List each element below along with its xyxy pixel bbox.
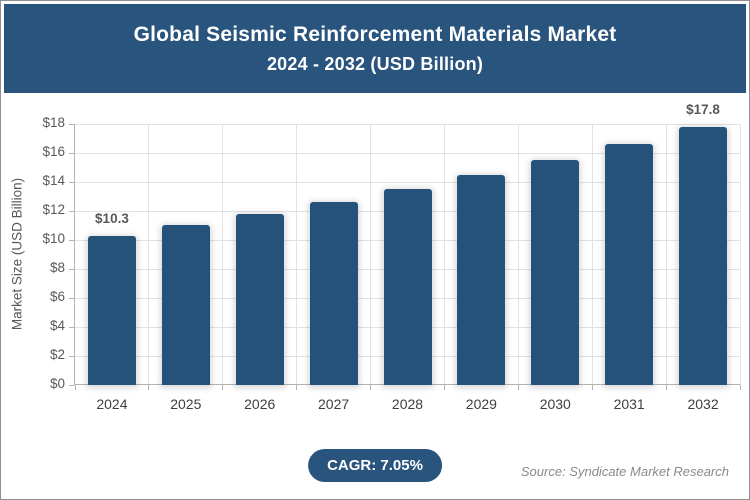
x-tick-label: 2030: [539, 396, 571, 412]
y-tick-label: $4: [49, 318, 65, 333]
gridline-vertical: [517, 124, 519, 385]
x-tick-mark: [296, 385, 298, 390]
chart-title-line1: Global Seismic Reinforcement Materials M…: [133, 22, 617, 46]
y-tick-label: $2: [49, 347, 65, 362]
x-tick-mark: [517, 385, 519, 390]
gridline-vertical: [222, 124, 224, 385]
bar: [531, 160, 580, 385]
y-tick-label: $6: [49, 289, 65, 304]
y-tick-mark: [69, 123, 74, 125]
gridline-vertical: [443, 124, 445, 385]
x-tick-label: 2032: [687, 396, 719, 412]
bar: [87, 236, 136, 385]
x-tick-mark: [74, 385, 76, 390]
y-tick-mark: [69, 384, 74, 386]
x-tick-label: 2026: [244, 396, 276, 412]
y-tick-label: $12: [42, 202, 65, 217]
y-tick-label: $8: [49, 260, 65, 275]
bar: [161, 225, 210, 385]
gridline-horizontal: [75, 152, 740, 154]
x-tick-mark: [591, 385, 593, 390]
y-tick-mark: [69, 210, 74, 212]
x-tick-label: 2027: [318, 396, 350, 412]
x-tick-mark: [370, 385, 372, 390]
bar: [309, 202, 358, 385]
gridline-vertical: [739, 124, 741, 385]
x-tick-mark: [443, 385, 445, 390]
gridline-vertical: [296, 124, 298, 385]
source-text: Source: Syndicate Market Research: [520, 464, 729, 479]
y-tick-mark: [69, 326, 74, 328]
y-axis-title: Market Size (USD Billion): [9, 177, 25, 331]
cagr-badge: CAGR: 7.05%: [308, 449, 442, 482]
y-tick-mark: [69, 355, 74, 357]
x-tick-mark: [739, 385, 741, 390]
y-tick-label: $0: [49, 376, 65, 391]
header-banner: Global Seismic Reinforcement Materials M…: [4, 4, 746, 93]
x-tick-label: 2028: [391, 396, 424, 412]
x-tick-mark: [148, 385, 150, 390]
y-tick-mark: [69, 268, 74, 270]
x-tick-label: 2031: [613, 396, 645, 412]
y-tick-label: $10: [42, 231, 65, 246]
y-tick-mark: [69, 181, 74, 183]
gridline-vertical: [148, 124, 150, 385]
x-tick-label: 2029: [465, 396, 497, 412]
bar: [235, 214, 284, 385]
bar-data-label: $17.8: [686, 102, 720, 117]
gridline-horizontal: [75, 123, 740, 125]
plot-area: $0 $2 $4 $6 $8 $10 $12 $14 $16 $18 2024 $10.3 2025 20…: [42, 102, 741, 412]
y-tick-label: $14: [42, 173, 65, 188]
bar: [605, 144, 654, 385]
chart-title-line2: 2024 - 2032 (USD Billion): [266, 53, 484, 74]
y-tick-label: $16: [42, 144, 65, 159]
gridline-vertical: [591, 124, 593, 385]
x-tick-label: 2025: [170, 396, 202, 412]
y-tick-mark: [69, 297, 74, 299]
bar: [457, 175, 506, 385]
x-tick-mark: [222, 385, 224, 390]
gridline-horizontal: [75, 181, 740, 183]
x-tick-label: 2024: [96, 396, 128, 412]
y-tick-label: $18: [42, 115, 65, 130]
bar: [679, 127, 728, 385]
bar: [383, 189, 432, 385]
x-tick-mark: [665, 385, 667, 390]
y-axis-line: [74, 124, 75, 385]
gridline-vertical: [370, 124, 372, 385]
y-tick-mark: [69, 239, 74, 241]
gridline-vertical: [665, 124, 667, 385]
bar-data-label: $10.3: [95, 211, 129, 226]
y-tick-mark: [69, 152, 74, 154]
